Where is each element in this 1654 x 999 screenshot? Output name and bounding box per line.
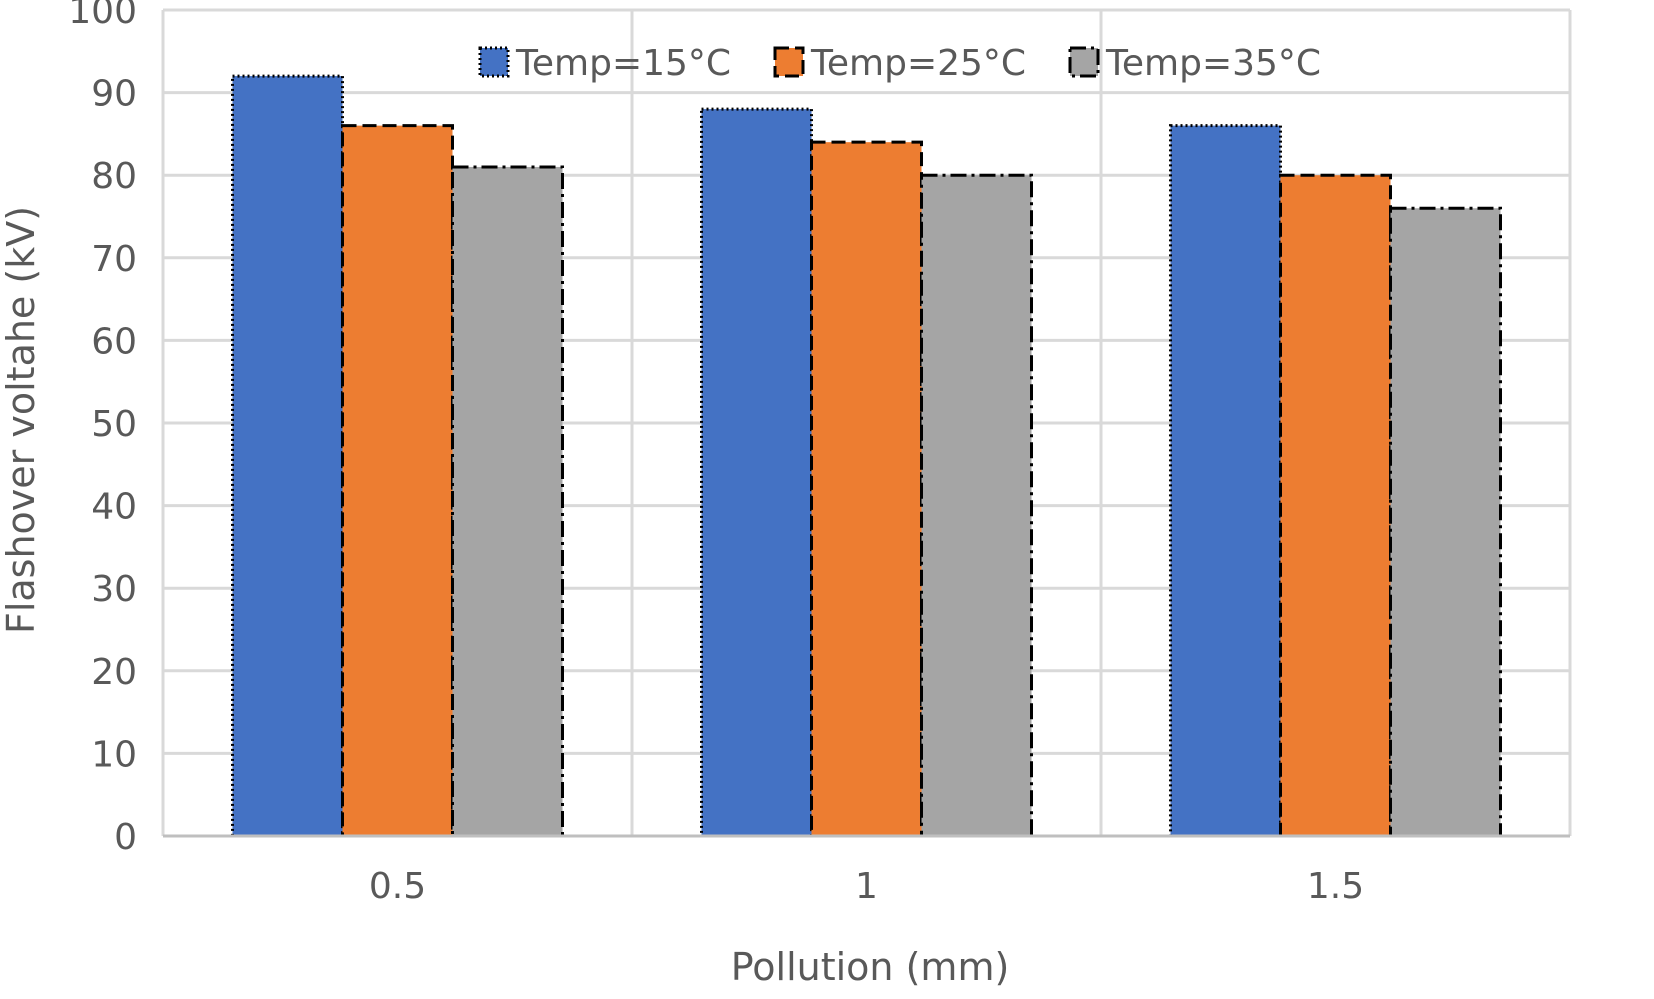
legend-swatch	[478, 46, 510, 78]
legend: Temp=15°C Temp=25°C Temp=35°C	[478, 43, 1321, 84]
bar-3-cat-1	[451, 165, 564, 838]
legend-swatch	[1068, 46, 1100, 78]
bar-1-cat-2	[700, 107, 813, 838]
y-tick-label: 70	[91, 239, 137, 280]
x-tick-label: 1.5	[1307, 866, 1364, 907]
bar-1-cat-1	[231, 74, 344, 838]
bar-3-cat-2	[920, 173, 1033, 838]
legend-label: Temp=15°C	[515, 43, 731, 84]
x-tick-label: 1	[855, 866, 878, 907]
bar-1-cat-3	[1169, 124, 1282, 838]
axes: 0 10 20 30 40 50 60 70 80 90 100 0.5 1 1.5	[68, 0, 1570, 907]
y-tick-label: 60	[91, 321, 137, 362]
y-tick-label: 100	[68, 0, 137, 32]
y-tick-label: 30	[91, 569, 137, 610]
y-tick-label: 10	[91, 734, 137, 775]
bar-2-cat-3	[1279, 173, 1392, 838]
y-tick-label: 0	[114, 817, 137, 858]
y-axis-title: Flashover voltahe (kV)	[0, 206, 43, 634]
bar-2-cat-2	[810, 140, 923, 838]
bar-3-cat-3	[1389, 206, 1502, 838]
legend-label: Temp=35°C	[1105, 43, 1321, 84]
bar-2-cat-1	[341, 124, 454, 838]
legend-label: Temp=25°C	[810, 43, 1026, 84]
legend-swatch	[773, 46, 805, 78]
y-tick-label: 90	[91, 74, 137, 115]
y-tick-label: 40	[91, 487, 137, 528]
bars	[231, 74, 1502, 838]
y-tick-label: 20	[91, 652, 137, 693]
x-tick-label: 0.5	[369, 866, 426, 907]
y-tick-label: 50	[91, 404, 137, 445]
y-tick-label: 80	[91, 156, 137, 197]
x-axis-title: Pollution (mm)	[731, 945, 1010, 989]
